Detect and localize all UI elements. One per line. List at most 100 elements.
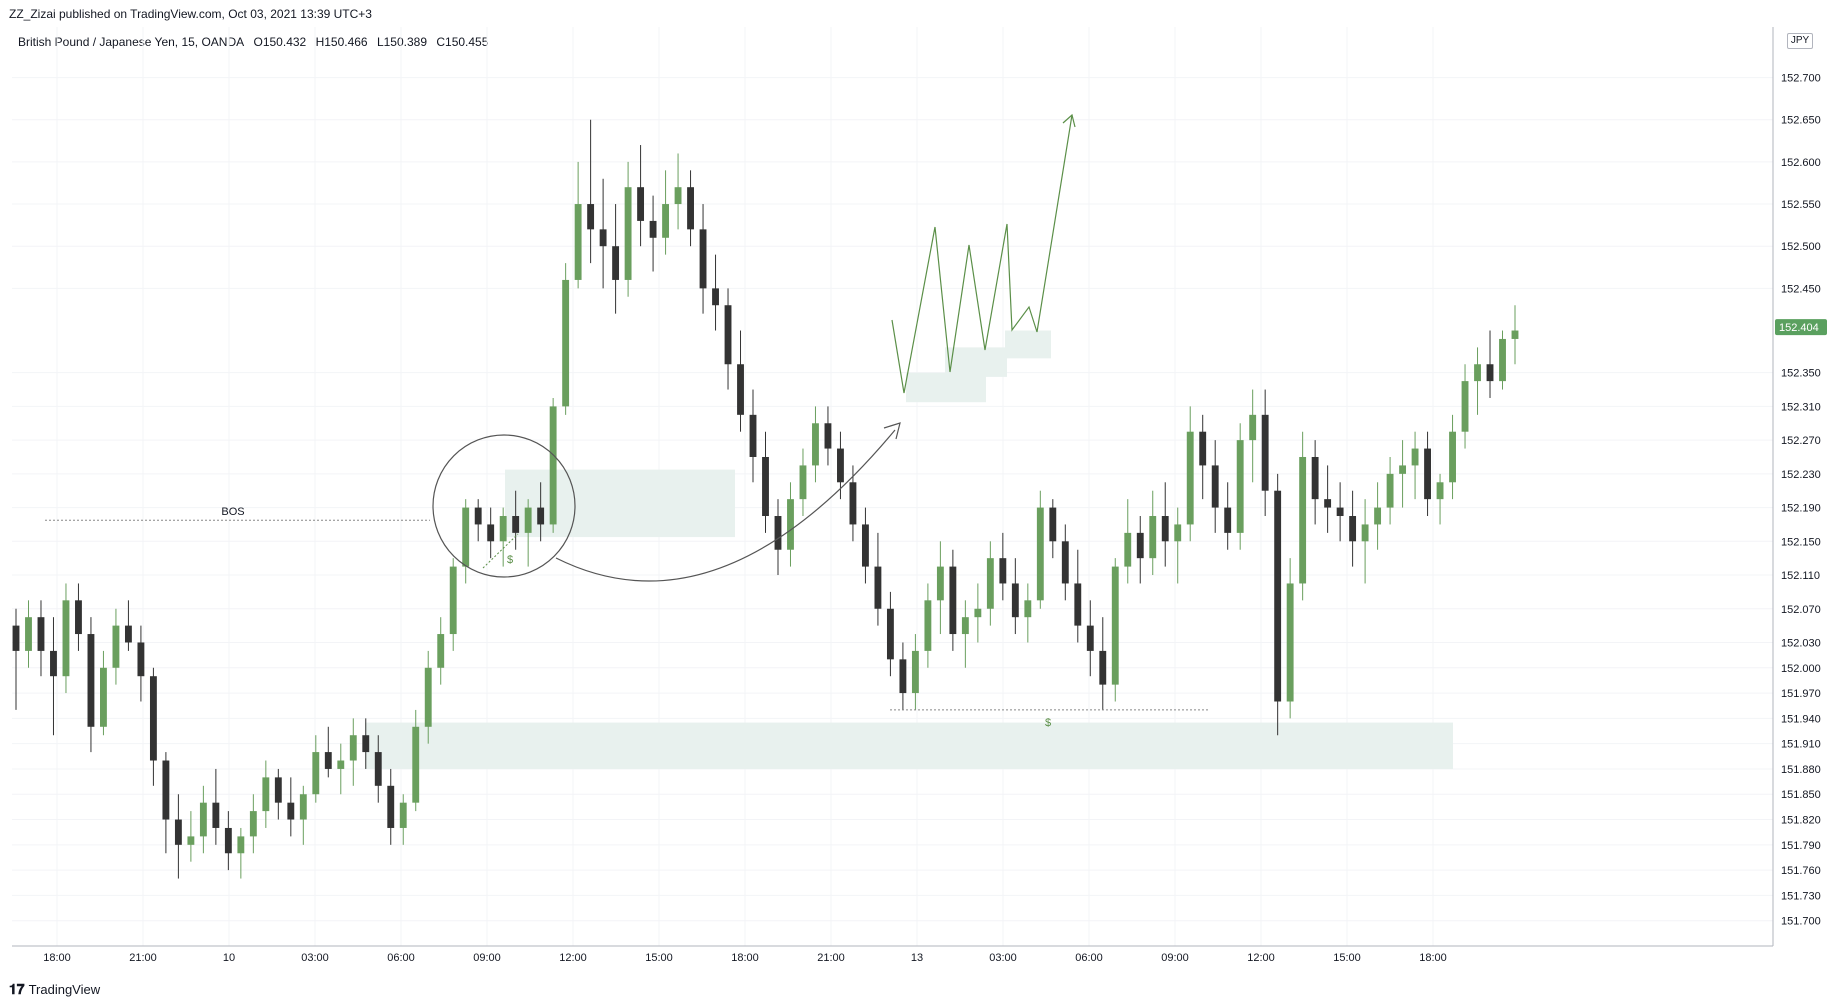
candle-body	[1386, 473, 1394, 508]
candle-body	[1124, 532, 1132, 567]
candle-body	[1311, 456, 1319, 500]
y-tick-label: 151.760	[1781, 865, 1821, 877]
candle-body	[1511, 330, 1519, 339]
candle-body	[1236, 440, 1244, 533]
liquidity-label-1: $	[507, 554, 513, 566]
candle-body	[1474, 364, 1481, 382]
candle-body	[237, 836, 245, 854]
candle-body	[1274, 490, 1282, 702]
y-tick-label: 151.820	[1781, 815, 1821, 827]
candle-body	[87, 634, 95, 727]
close-value: C150.455	[436, 35, 489, 49]
candle-body	[149, 676, 157, 761]
x-tick-label: 09:00	[1161, 952, 1189, 964]
candle-body	[1499, 338, 1506, 382]
x-tick-label: 12:00	[1247, 952, 1275, 964]
candle-body	[399, 802, 407, 828]
candle-body	[162, 760, 170, 820]
y-tick-label: 152.150	[1781, 536, 1821, 548]
candle-body	[62, 600, 70, 677]
y-tick-label: 152.190	[1781, 503, 1821, 515]
candle-body	[624, 187, 632, 280]
x-tick-label: 03:00	[301, 952, 329, 964]
candle-body	[37, 617, 45, 651]
candle-body	[1086, 625, 1094, 651]
x-tick-label: 06:00	[387, 952, 415, 964]
candle-body	[262, 777, 270, 812]
candle-body	[387, 785, 395, 828]
demand-zone-lower	[365, 722, 1453, 769]
candle-body	[100, 667, 107, 727]
x-tick-label: 21:00	[817, 952, 845, 964]
tradingview-logo-icon: 𝟏𝟕	[9, 981, 25, 997]
candle-body	[274, 777, 282, 803]
candle-body	[512, 516, 520, 533]
candle-body	[924, 600, 932, 651]
candle-body	[187, 836, 195, 845]
candle-body	[75, 600, 82, 635]
last-price-label: 152.404	[1779, 322, 1819, 334]
symbol-name: British Pound / Japanese Yen, 15, OANDA	[18, 35, 245, 49]
candle-body	[849, 482, 857, 525]
candle-body	[299, 794, 307, 820]
candle-body	[224, 827, 232, 854]
candle-body	[337, 760, 345, 769]
candle-body	[1174, 524, 1182, 542]
brand-name: TradingView	[28, 982, 101, 997]
x-tick-label: 15:00	[645, 952, 673, 964]
demand-zone-upper	[505, 469, 735, 538]
candle-body	[1111, 566, 1119, 685]
low-value: L150.389	[376, 35, 428, 49]
candle-body	[1461, 381, 1469, 432]
y-tick-label: 152.600	[1781, 157, 1821, 169]
y-tick-label: 152.500	[1781, 241, 1821, 253]
candle-body	[499, 516, 507, 542]
candle-body	[50, 650, 57, 677]
candle-body	[812, 423, 819, 466]
candle-body	[762, 456, 769, 517]
x-tick-label: 18:00	[1419, 952, 1447, 964]
candle-body	[1024, 600, 1032, 618]
candle-body	[1249, 414, 1257, 441]
candle-body	[374, 752, 382, 786]
curved-arrow	[555, 429, 896, 582]
candle-body	[1261, 414, 1269, 491]
candle-body	[1399, 465, 1407, 474]
candle-body	[712, 288, 719, 306]
candle-body	[1099, 650, 1107, 685]
y-tick-label: 151.910	[1781, 739, 1821, 751]
liquidity-circle	[432, 434, 576, 578]
candle-body	[137, 642, 145, 677]
candle-body	[1211, 465, 1219, 508]
candle-body	[1361, 524, 1369, 542]
projection-arrow-icon	[1062, 113, 1076, 128]
candle-body	[1436, 482, 1444, 500]
currency-badge[interactable]: JPY	[1787, 33, 1813, 49]
candle-body	[1299, 456, 1307, 584]
y-tick-label: 152.650	[1781, 115, 1821, 127]
candle-body	[462, 507, 470, 567]
bos-label: BOS	[221, 506, 244, 518]
y-tick-label: 152.350	[1781, 368, 1821, 380]
candle-body	[362, 735, 370, 753]
candle-body	[724, 305, 732, 365]
candle-body	[1486, 364, 1494, 382]
candle-body	[1149, 516, 1157, 559]
candle-body	[949, 566, 957, 635]
candle-body	[1061, 541, 1069, 584]
candle-body	[662, 204, 670, 238]
candle-body	[112, 625, 120, 668]
liquidity-label-2: $	[1045, 717, 1051, 729]
candle-body	[424, 667, 432, 727]
candle-body	[474, 507, 482, 525]
y-tick-label: 151.790	[1781, 840, 1821, 852]
candle-body	[936, 566, 944, 601]
candle-body	[487, 524, 495, 542]
publisher-caption: ZZ_Zizai published on TradingView.com, O…	[9, 7, 372, 21]
y-tick-label: 152.450	[1781, 283, 1821, 295]
open-value: O150.432	[253, 35, 307, 49]
y-tick-label: 151.970	[1781, 688, 1821, 700]
candle-body	[587, 204, 595, 230]
candle-body	[899, 659, 907, 694]
